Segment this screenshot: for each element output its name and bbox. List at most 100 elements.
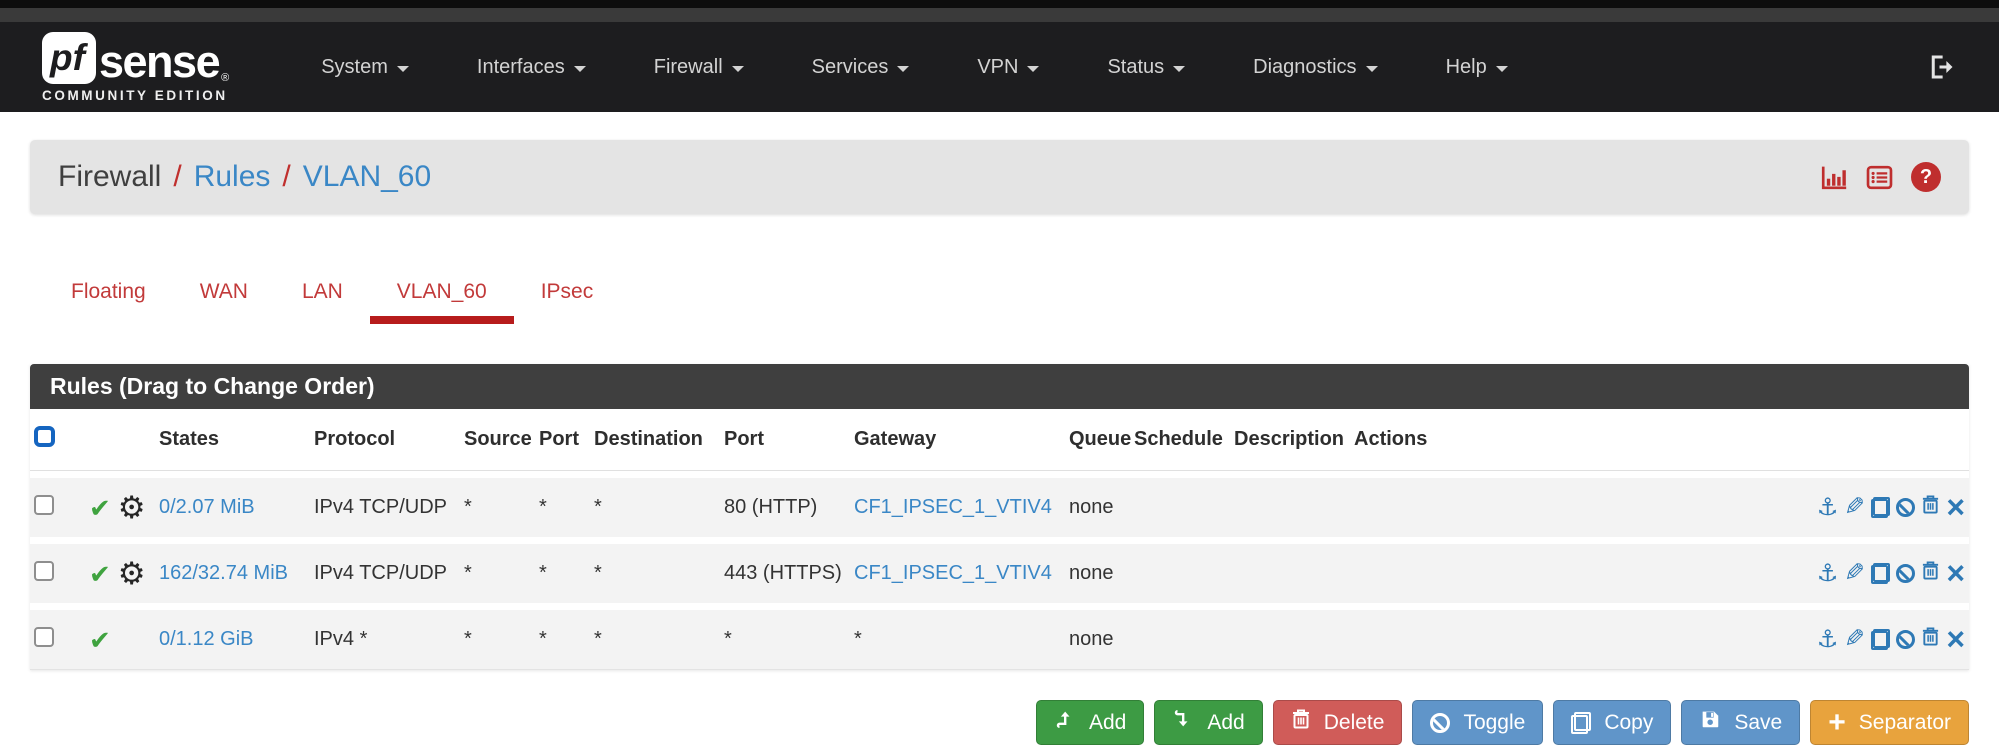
- source-cell: *: [460, 603, 535, 669]
- trash-icon[interactable]: [1921, 494, 1940, 521]
- description-cell: [1230, 537, 1350, 603]
- rules-table: States Protocol Source Port Destination …: [30, 409, 1969, 670]
- row-actions: ⚓ ✎ ×: [1816, 620, 1965, 657]
- pfsense-logo[interactable]: pf sense ® COMMUNITY EDITION: [42, 31, 230, 103]
- pencil-icon[interactable]: ✎: [1844, 493, 1866, 521]
- add-rule-top-button[interactable]: Add: [1035, 700, 1145, 746]
- close-icon[interactable]: ×: [1946, 488, 1965, 525]
- queue-cell: none: [1065, 603, 1130, 669]
- gateway-link[interactable]: CF1_IPSEC_1_VTIV4: [854, 496, 1052, 518]
- tab-floating[interactable]: Floating: [71, 280, 146, 303]
- copy-icon: [1571, 711, 1592, 734]
- pass-check-icon: ✔: [89, 558, 111, 589]
- sign-out-icon[interactable]: [1927, 52, 1957, 82]
- level-up-icon: [1054, 708, 1076, 737]
- bar-chart-icon[interactable]: [1819, 163, 1848, 192]
- panel-title: Rules (Drag to Change Order): [30, 364, 1969, 409]
- registered-mark: ®: [221, 71, 230, 84]
- anchor-icon[interactable]: ⚓: [1816, 625, 1839, 653]
- breadcrumb-link-rules[interactable]: Rules: [193, 160, 271, 193]
- protocol-cell: IPv4 *: [310, 603, 460, 669]
- tab-wan[interactable]: WAN: [199, 280, 248, 303]
- breadcrumb: Firewall / Rules / VLAN_60: [58, 160, 431, 194]
- save-icon: [1699, 708, 1721, 737]
- description-cell: [1230, 471, 1350, 537]
- rule-row[interactable]: ✔ ⚙ 0/2.07 MiB IPv4 TCP/UDP * * * 80 (HTT…: [30, 471, 1969, 537]
- chevron-down-icon: [1027, 65, 1040, 72]
- delete-rules-button[interactable]: Delete: [1272, 700, 1403, 746]
- close-icon[interactable]: ×: [1946, 620, 1965, 657]
- queue-cell: none: [1065, 537, 1130, 603]
- add-separator-button[interactable]: + Separator: [1810, 700, 1969, 746]
- button-label: Add: [1207, 711, 1245, 734]
- chevron-down-icon: [1365, 65, 1378, 72]
- states-link[interactable]: 0/2.07 MiB: [159, 496, 255, 518]
- main-menu: System Interfaces Firewall Services VPN …: [287, 56, 1541, 79]
- advanced-gear-icon: ⚙: [117, 556, 146, 591]
- pencil-icon[interactable]: ✎: [1844, 559, 1866, 587]
- help-icon[interactable]: ?: [1911, 162, 1941, 192]
- chevron-down-icon: [731, 65, 744, 72]
- close-icon[interactable]: ×: [1946, 554, 1965, 591]
- ban-icon: [1430, 712, 1451, 733]
- copy-rules-button[interactable]: Copy: [1553, 700, 1672, 746]
- nav-menu-label: Help: [1445, 55, 1487, 78]
- nav-menu-interfaces[interactable]: Interfaces: [443, 56, 620, 79]
- copy-icon[interactable]: [1871, 563, 1891, 584]
- schedule-cell: [1130, 471, 1230, 537]
- row-checkbox[interactable]: [34, 626, 54, 647]
- source-port-cell: *: [535, 603, 590, 669]
- trash-icon[interactable]: [1921, 626, 1940, 653]
- nav-menu-diagnostics[interactable]: Diagnostics: [1219, 56, 1411, 79]
- states-link[interactable]: 0/1.12 GiB: [159, 628, 254, 650]
- nav-menu-services[interactable]: Services: [778, 56, 944, 79]
- add-rule-bottom-button[interactable]: Add: [1154, 700, 1263, 746]
- states-link[interactable]: 162/32.74 MiB: [159, 562, 288, 584]
- row-checkbox[interactable]: [34, 494, 54, 515]
- pass-check-icon: ✔: [89, 492, 111, 523]
- breadcrumb-link-vlan60[interactable]: VLAN_60: [302, 160, 432, 193]
- ban-icon[interactable]: [1896, 630, 1916, 649]
- queue-cell: none: [1065, 471, 1130, 537]
- select-all-checkbox[interactable]: [34, 426, 55, 447]
- save-order-button[interactable]: Save: [1681, 700, 1801, 746]
- nav-menu-status[interactable]: Status: [1073, 56, 1219, 79]
- breadcrumb-separator: /: [282, 160, 291, 193]
- tab-lan[interactable]: LAN: [301, 280, 343, 303]
- level-down-icon: [1172, 708, 1194, 737]
- top-navbar: pf sense ® COMMUNITY EDITION System Inte…: [0, 22, 1999, 112]
- button-label: Save: [1734, 711, 1783, 734]
- row-checkbox[interactable]: [34, 560, 54, 581]
- nav-menu-system[interactable]: System: [287, 56, 443, 79]
- nav-menu-help[interactable]: Help: [1412, 56, 1542, 79]
- copy-icon[interactable]: [1871, 629, 1891, 650]
- breadcrumb-separator: /: [173, 160, 182, 193]
- pencil-icon[interactable]: ✎: [1844, 625, 1866, 653]
- chevron-down-icon: [1495, 65, 1508, 72]
- toggle-rules-button[interactable]: Toggle: [1412, 700, 1544, 746]
- ban-icon[interactable]: [1896, 564, 1916, 583]
- rule-row[interactable]: ✔⚙ 0/1.12 GiB IPv4 * * * * * * none ⚓✎×: [30, 603, 1969, 669]
- anchor-icon[interactable]: ⚓: [1816, 493, 1839, 521]
- tab-ipsec[interactable]: IPsec: [540, 280, 594, 303]
- gateway-link[interactable]: CF1_IPSEC_1_VTIV4: [854, 562, 1052, 584]
- log-list-icon[interactable]: [1865, 163, 1894, 192]
- tab-vlan60[interactable]: VLAN_60: [369, 266, 514, 324]
- source-port-cell: *: [535, 471, 590, 537]
- destination-cell: *: [590, 537, 720, 603]
- rule-row[interactable]: ✔ ⚙ 162/32.74 MiB IPv4 TCP/UDP * * * 443 …: [30, 537, 1969, 603]
- protocol-cell: IPv4 TCP/UDP: [310, 471, 460, 537]
- pass-check-icon: ✔: [89, 624, 111, 655]
- nav-menu-firewall[interactable]: Firewall: [620, 56, 778, 79]
- trash-icon[interactable]: [1921, 560, 1940, 587]
- nav-menu-vpn[interactable]: VPN: [943, 56, 1073, 79]
- trash-icon: [1291, 708, 1311, 737]
- copy-icon[interactable]: [1871, 497, 1891, 518]
- row-actions: ⚓ ✎ ×: [1816, 488, 1965, 525]
- rules-panel: Rules (Drag to Change Order) States Prot…: [30, 364, 1969, 670]
- ban-icon[interactable]: [1896, 498, 1916, 517]
- anchor-icon[interactable]: ⚓: [1816, 559, 1839, 587]
- chevron-down-icon: [396, 65, 409, 72]
- button-label: Toggle: [1463, 711, 1526, 734]
- dest-port-cell: *: [720, 603, 850, 669]
